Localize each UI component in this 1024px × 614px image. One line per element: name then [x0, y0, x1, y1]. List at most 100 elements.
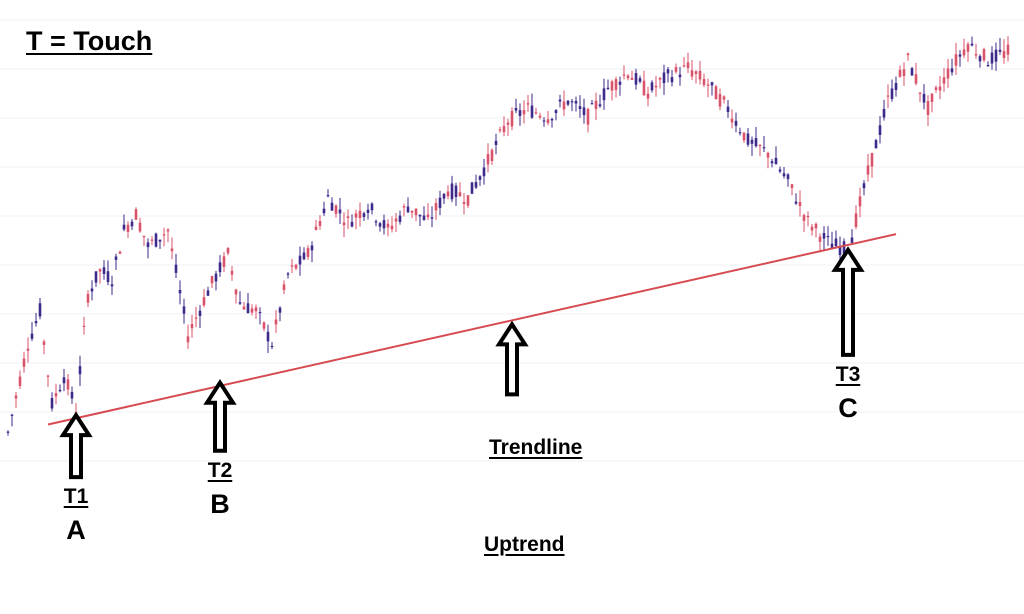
candle	[710, 81, 714, 96]
candle-body	[886, 95, 890, 97]
candle-body	[130, 221, 134, 227]
candle-body	[178, 289, 182, 294]
candle	[562, 90, 566, 116]
candle	[186, 324, 190, 350]
candle	[758, 144, 762, 157]
candle-body	[906, 53, 910, 56]
candle-body	[798, 201, 802, 206]
candle-body	[534, 112, 538, 114]
candle	[290, 258, 294, 274]
candle	[378, 221, 382, 232]
candle-body	[698, 70, 702, 80]
candle	[978, 54, 982, 68]
candle	[94, 271, 98, 287]
candle	[782, 167, 786, 179]
candle-body	[446, 191, 450, 197]
candle	[838, 236, 842, 263]
candle-body	[398, 215, 402, 222]
touch-arrow-t2	[203, 379, 237, 453]
candle	[566, 99, 570, 107]
candle	[534, 107, 538, 115]
candle-body	[6, 431, 10, 433]
candle-body	[618, 81, 622, 85]
chart-grid	[0, 19, 1024, 462]
candle	[310, 241, 314, 263]
candle	[902, 62, 906, 86]
candle	[542, 117, 546, 127]
candle-body	[410, 210, 414, 213]
candle	[930, 93, 934, 113]
candle-body	[726, 106, 730, 113]
candle-body	[606, 87, 610, 89]
touch-label-t3: T3	[835, 362, 861, 386]
candle	[558, 94, 562, 108]
candle-body	[310, 245, 314, 251]
candle-body	[82, 325, 86, 327]
candle-body	[610, 81, 614, 91]
candle	[670, 70, 674, 87]
candle-body	[770, 161, 774, 164]
candle-body	[370, 203, 374, 211]
candle	[610, 79, 614, 101]
candle	[478, 175, 482, 186]
candle	[854, 205, 858, 230]
candle-body	[646, 93, 650, 99]
candle-body	[10, 414, 14, 416]
candle-body	[406, 206, 410, 213]
candle-body	[790, 184, 794, 188]
candle-body	[870, 153, 874, 167]
candle	[498, 126, 502, 133]
candle-body	[714, 86, 718, 100]
legend-title: T = Touch	[26, 26, 153, 56]
candle-body	[150, 239, 154, 241]
candle	[218, 255, 222, 277]
candle-body	[322, 208, 326, 214]
candle	[490, 148, 494, 165]
candle	[398, 210, 402, 225]
candle-body	[474, 182, 478, 188]
candle	[178, 280, 182, 305]
candle-body	[850, 237, 854, 243]
candle	[914, 62, 918, 86]
candle	[162, 227, 166, 247]
candle-body	[18, 376, 22, 386]
trendline-label: Trendline	[489, 436, 583, 459]
candle	[210, 275, 214, 289]
candle	[410, 210, 414, 219]
candle-body	[174, 264, 178, 273]
candle-body	[498, 129, 502, 131]
candle	[306, 245, 310, 260]
candle-body	[442, 193, 446, 199]
candle-body	[818, 236, 822, 242]
candle	[10, 413, 14, 427]
candle-body	[630, 77, 634, 80]
candle-body	[242, 306, 246, 310]
candle	[850, 229, 854, 244]
candle-body	[506, 122, 510, 125]
candle-body	[382, 220, 386, 229]
candle-body	[290, 265, 294, 267]
candle	[430, 206, 434, 228]
candle	[1002, 39, 1006, 64]
candle	[582, 98, 586, 124]
candle	[662, 64, 666, 95]
candle	[322, 201, 326, 216]
candle-body	[762, 147, 766, 149]
candle-body	[682, 65, 686, 67]
candle	[830, 231, 834, 249]
candle	[726, 100, 730, 118]
candle-body	[642, 80, 646, 96]
candle	[450, 175, 454, 203]
candle	[738, 127, 742, 136]
candle-body	[466, 195, 470, 206]
candle-body	[594, 100, 598, 109]
candle-body	[554, 110, 558, 114]
candle	[886, 84, 890, 109]
candle-body	[722, 96, 726, 100]
candle-body	[158, 239, 162, 242]
candle	[618, 76, 622, 96]
candle	[910, 66, 914, 77]
candle	[474, 174, 478, 189]
candle-body	[826, 235, 830, 238]
candle-body	[342, 222, 346, 226]
